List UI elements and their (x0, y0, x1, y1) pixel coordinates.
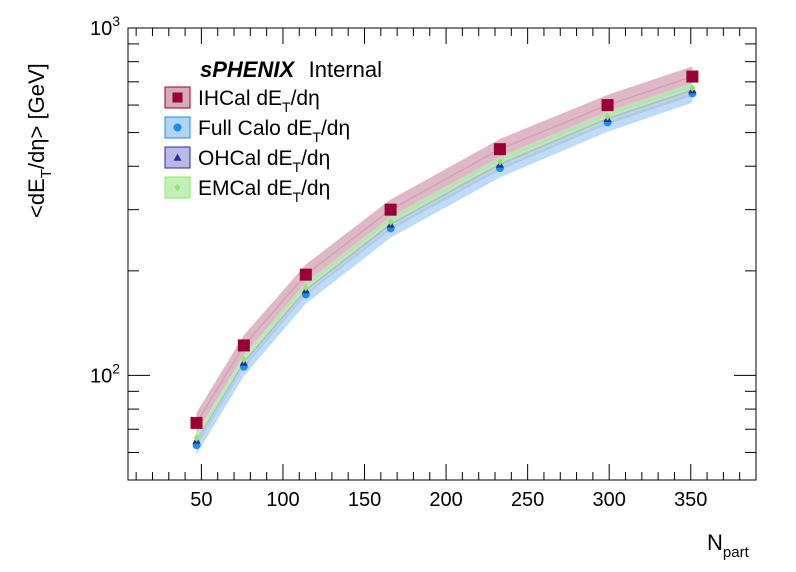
legend-marker (172, 92, 183, 103)
legend-label-sub: T (293, 159, 302, 175)
x-axis-ticks: 50 100 150 200 250 300 350 (135, 28, 757, 511)
data-point (193, 434, 200, 443)
data-point (686, 70, 699, 83)
x-axis-title-main: N (707, 530, 723, 555)
data-point (299, 268, 312, 281)
uncertainty-bands (196, 66, 693, 455)
data-point (604, 112, 611, 121)
y-tick-label-base: 10 (90, 365, 112, 387)
legend-label-tail: /dη (301, 147, 330, 170)
series-line (195, 87, 693, 439)
legend-label-tail: /dη (301, 177, 330, 200)
y-tick-label: 102 (90, 360, 120, 387)
x-tick-label: 300 (593, 489, 626, 511)
x-axis-title: Npart (707, 530, 750, 561)
legend-label-main: Full Calo dE (198, 117, 312, 140)
experiment-label: sPHENIX Internal (200, 57, 382, 82)
legend-label: IHCal dET/dη (198, 87, 320, 115)
y-axis-title-tail: /dη> [GeV] (24, 63, 49, 169)
legend-label: EMCal dET/dη (198, 177, 330, 205)
legend-label-tail: /dη (291, 87, 320, 110)
y-axis-title-main: <dE (24, 178, 49, 218)
x-tick-label: 100 (266, 489, 299, 511)
legend-marker (173, 153, 182, 161)
x-tick-label: 250 (511, 489, 544, 511)
data-point (384, 203, 397, 216)
series-line (195, 89, 693, 441)
y-tick-label-base: 10 (90, 18, 112, 40)
experiment-brand: sPHENIX (200, 57, 295, 82)
legend-marker (173, 123, 182, 132)
y-tick-label: 103 (90, 13, 120, 40)
y-tick-label-exponent: 3 (112, 13, 120, 29)
x-tick-label: 150 (348, 489, 381, 511)
data-point (387, 217, 394, 226)
data-point (237, 339, 250, 352)
plot-frame (127, 27, 757, 481)
x-tick-label: 350 (674, 489, 707, 511)
data-point (497, 157, 503, 166)
legend-marker (174, 183, 181, 192)
x-axis-title-sub: part (723, 544, 750, 561)
legend-label-main: EMCal dE (198, 177, 293, 200)
status-label: Internal (309, 57, 382, 82)
series-band (196, 84, 693, 455)
y-axis-title-sub: T (38, 169, 55, 178)
y-axis-title: <dET/dη> [GeV] (24, 63, 55, 218)
data-point (493, 143, 506, 156)
data-point (302, 283, 309, 292)
legend-label-tail: /dη (321, 117, 350, 140)
legend-label-sub: T (282, 99, 291, 115)
data-point (601, 99, 614, 112)
x-tick-label: 50 (190, 489, 212, 511)
legend-label: Full Calo dET/dη (198, 117, 350, 145)
legend-label: OHCal dET/dη (198, 147, 330, 175)
x-tick-label: 200 (429, 489, 462, 511)
legend-label-main: OHCal dE (198, 147, 293, 170)
y-tick-label-exponent: 2 (112, 360, 120, 376)
data-point (689, 83, 696, 92)
legend-label-sub: T (312, 129, 321, 145)
legend-label-main: IHCal dE (198, 87, 282, 110)
data-markers (190, 70, 699, 450)
legend-label-sub: T (293, 189, 302, 205)
data-point (241, 355, 247, 364)
data-point (190, 416, 203, 429)
